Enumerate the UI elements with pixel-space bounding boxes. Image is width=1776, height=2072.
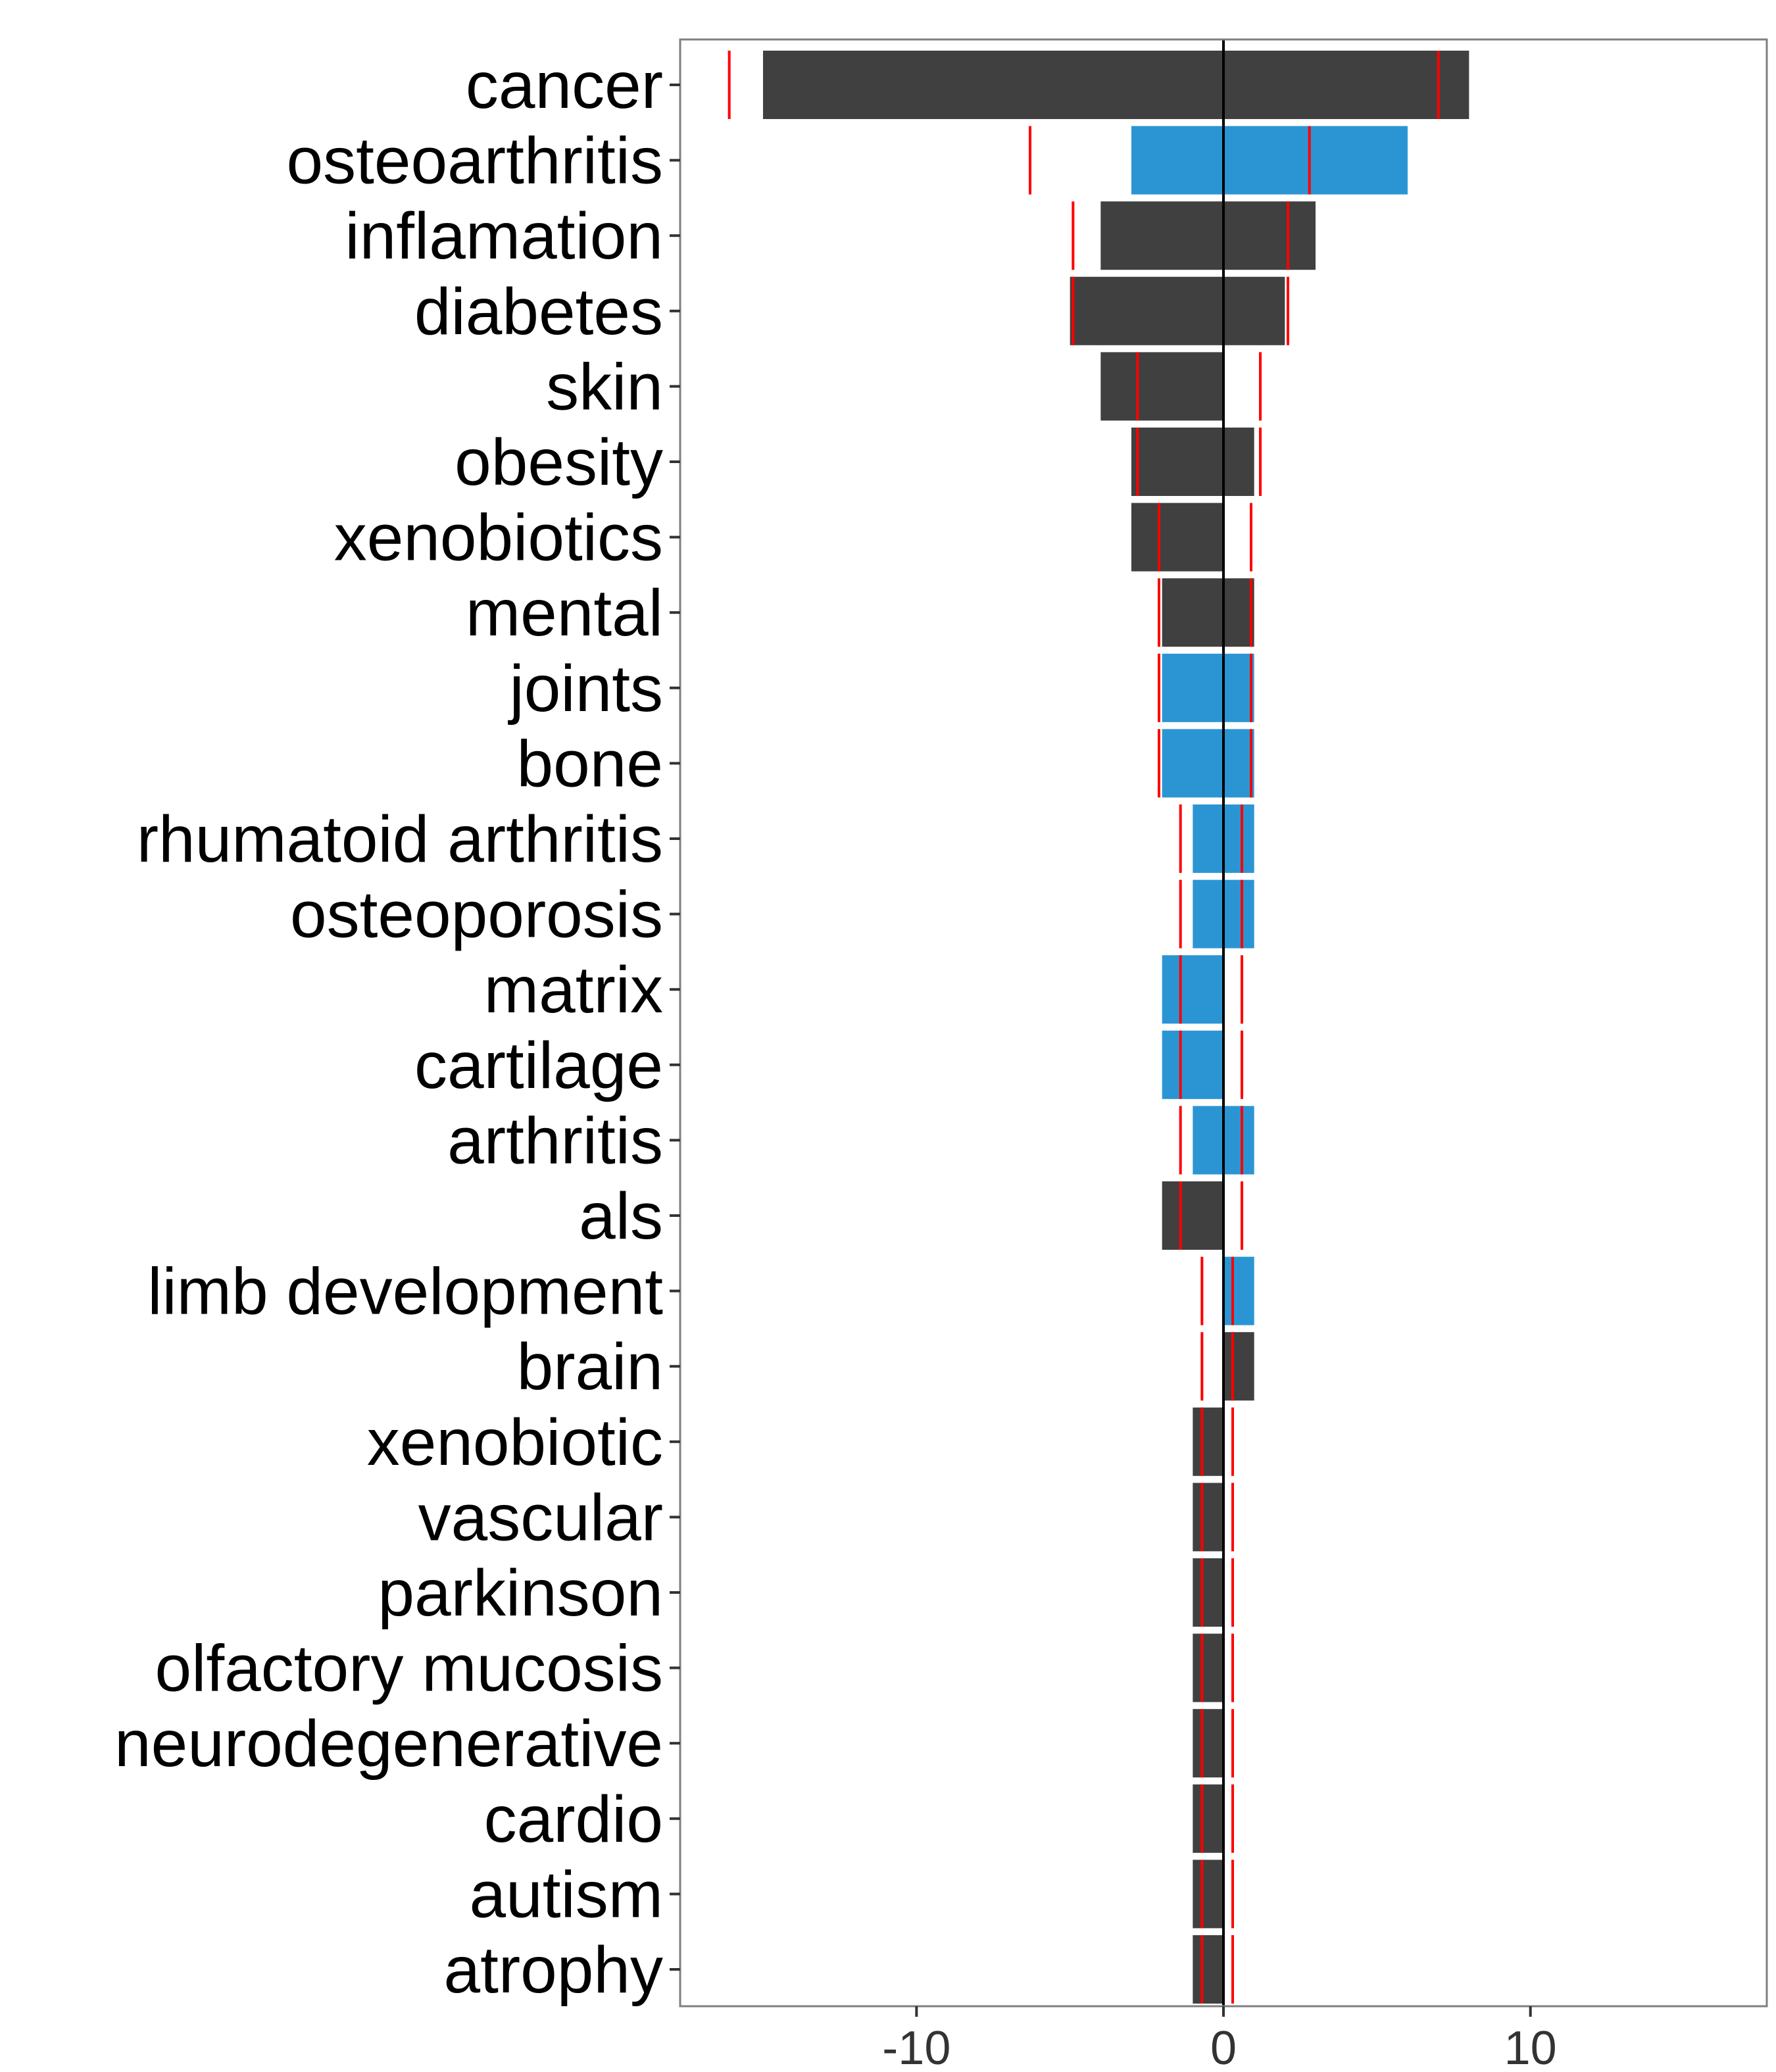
bar-positive-3 — [1223, 276, 1285, 345]
bar-positive-10 — [1223, 804, 1254, 873]
bar-negative-20 — [1193, 1558, 1223, 1627]
bar-positive-5 — [1223, 428, 1254, 496]
bar-negative-6 — [1131, 503, 1223, 572]
category-label: arthritis — [447, 1104, 663, 1177]
bar-negative-12 — [1162, 955, 1223, 1024]
markers-layer — [728, 51, 1440, 2004]
bar-negative-21 — [1193, 1633, 1223, 1702]
bar-negative-10 — [1193, 804, 1223, 873]
bar-positive-16 — [1223, 1256, 1254, 1325]
category-label: obesity — [455, 426, 663, 499]
category-label: cardio — [484, 1783, 663, 1856]
bar-negative-14 — [1193, 1106, 1223, 1175]
category-label: neurodegenerative — [114, 1707, 663, 1781]
x-tick-label: -10 — [882, 2022, 950, 2072]
bar-negative-5 — [1131, 428, 1223, 496]
bar-positive-8 — [1223, 653, 1254, 722]
category-label: inflamation — [345, 199, 663, 273]
bar-negative-18 — [1193, 1407, 1223, 1476]
category-label: brain — [517, 1330, 663, 1404]
category-label: skin — [546, 350, 663, 424]
category-label: parkinson — [378, 1556, 663, 1630]
bar-negative-7 — [1162, 578, 1223, 647]
bar-negative-4 — [1100, 352, 1223, 421]
bar-negative-25 — [1193, 1935, 1223, 2004]
bars-layer — [763, 51, 1469, 2004]
category-label: xenobiotics — [334, 501, 663, 575]
category-label: cartilage — [414, 1029, 663, 1102]
bar-positive-0 — [1223, 51, 1469, 119]
bar-negative-13 — [1162, 1030, 1223, 1099]
category-label: limb development — [147, 1255, 663, 1329]
category-label: vascular — [418, 1481, 663, 1554]
bar-positive-2 — [1223, 201, 1316, 270]
category-label: osteoarthritis — [287, 124, 663, 198]
bar-negative-15 — [1162, 1181, 1223, 1250]
category-label: osteoporosis — [290, 878, 663, 952]
bar-negative-2 — [1100, 201, 1223, 270]
y-axis-labels: cancerosteoarthritisinflamationdiabetess… — [114, 49, 663, 2007]
category-label: joints — [508, 652, 663, 726]
category-label: rhumatoid arthritis — [137, 802, 663, 876]
category-label: atrophy — [443, 1933, 663, 2007]
bar-negative-24 — [1193, 1860, 1223, 1929]
bar-negative-8 — [1162, 653, 1223, 722]
bar-negative-1 — [1131, 126, 1223, 195]
category-label: bone — [517, 727, 663, 801]
category-label: xenobiotic — [367, 1406, 663, 1479]
bar-positive-14 — [1223, 1106, 1254, 1175]
category-label: mental — [466, 576, 663, 650]
y-axis-ticks — [670, 84, 680, 1971]
bar-negative-11 — [1193, 879, 1223, 949]
bar-negative-22 — [1193, 1709, 1223, 1778]
bar-positive-17 — [1223, 1332, 1254, 1401]
bar-positive-1 — [1223, 126, 1408, 195]
x-tick-label: 10 — [1504, 2022, 1557, 2072]
category-label: autism — [469, 1858, 663, 1931]
x-tick-label: 0 — [1210, 2022, 1237, 2072]
bar-negative-0 — [763, 51, 1223, 119]
bar-positive-7 — [1223, 578, 1254, 647]
category-label: cancer — [466, 49, 663, 122]
category-label: matrix — [484, 953, 663, 1027]
bar-positive-9 — [1223, 729, 1254, 798]
category-label: als — [579, 1179, 663, 1253]
category-label: olfactory mucosis — [155, 1632, 663, 1706]
x-axis-labels: -10 0 10 — [882, 2022, 1556, 2072]
x-axis-ticks — [915, 2006, 1532, 2017]
bar-negative-19 — [1193, 1483, 1223, 1552]
bar-positive-11 — [1223, 879, 1254, 949]
category-label: diabetes — [414, 275, 663, 349]
bar-negative-23 — [1193, 1784, 1223, 1853]
bar-negative-9 — [1162, 729, 1223, 798]
bar-negative-3 — [1070, 276, 1223, 345]
